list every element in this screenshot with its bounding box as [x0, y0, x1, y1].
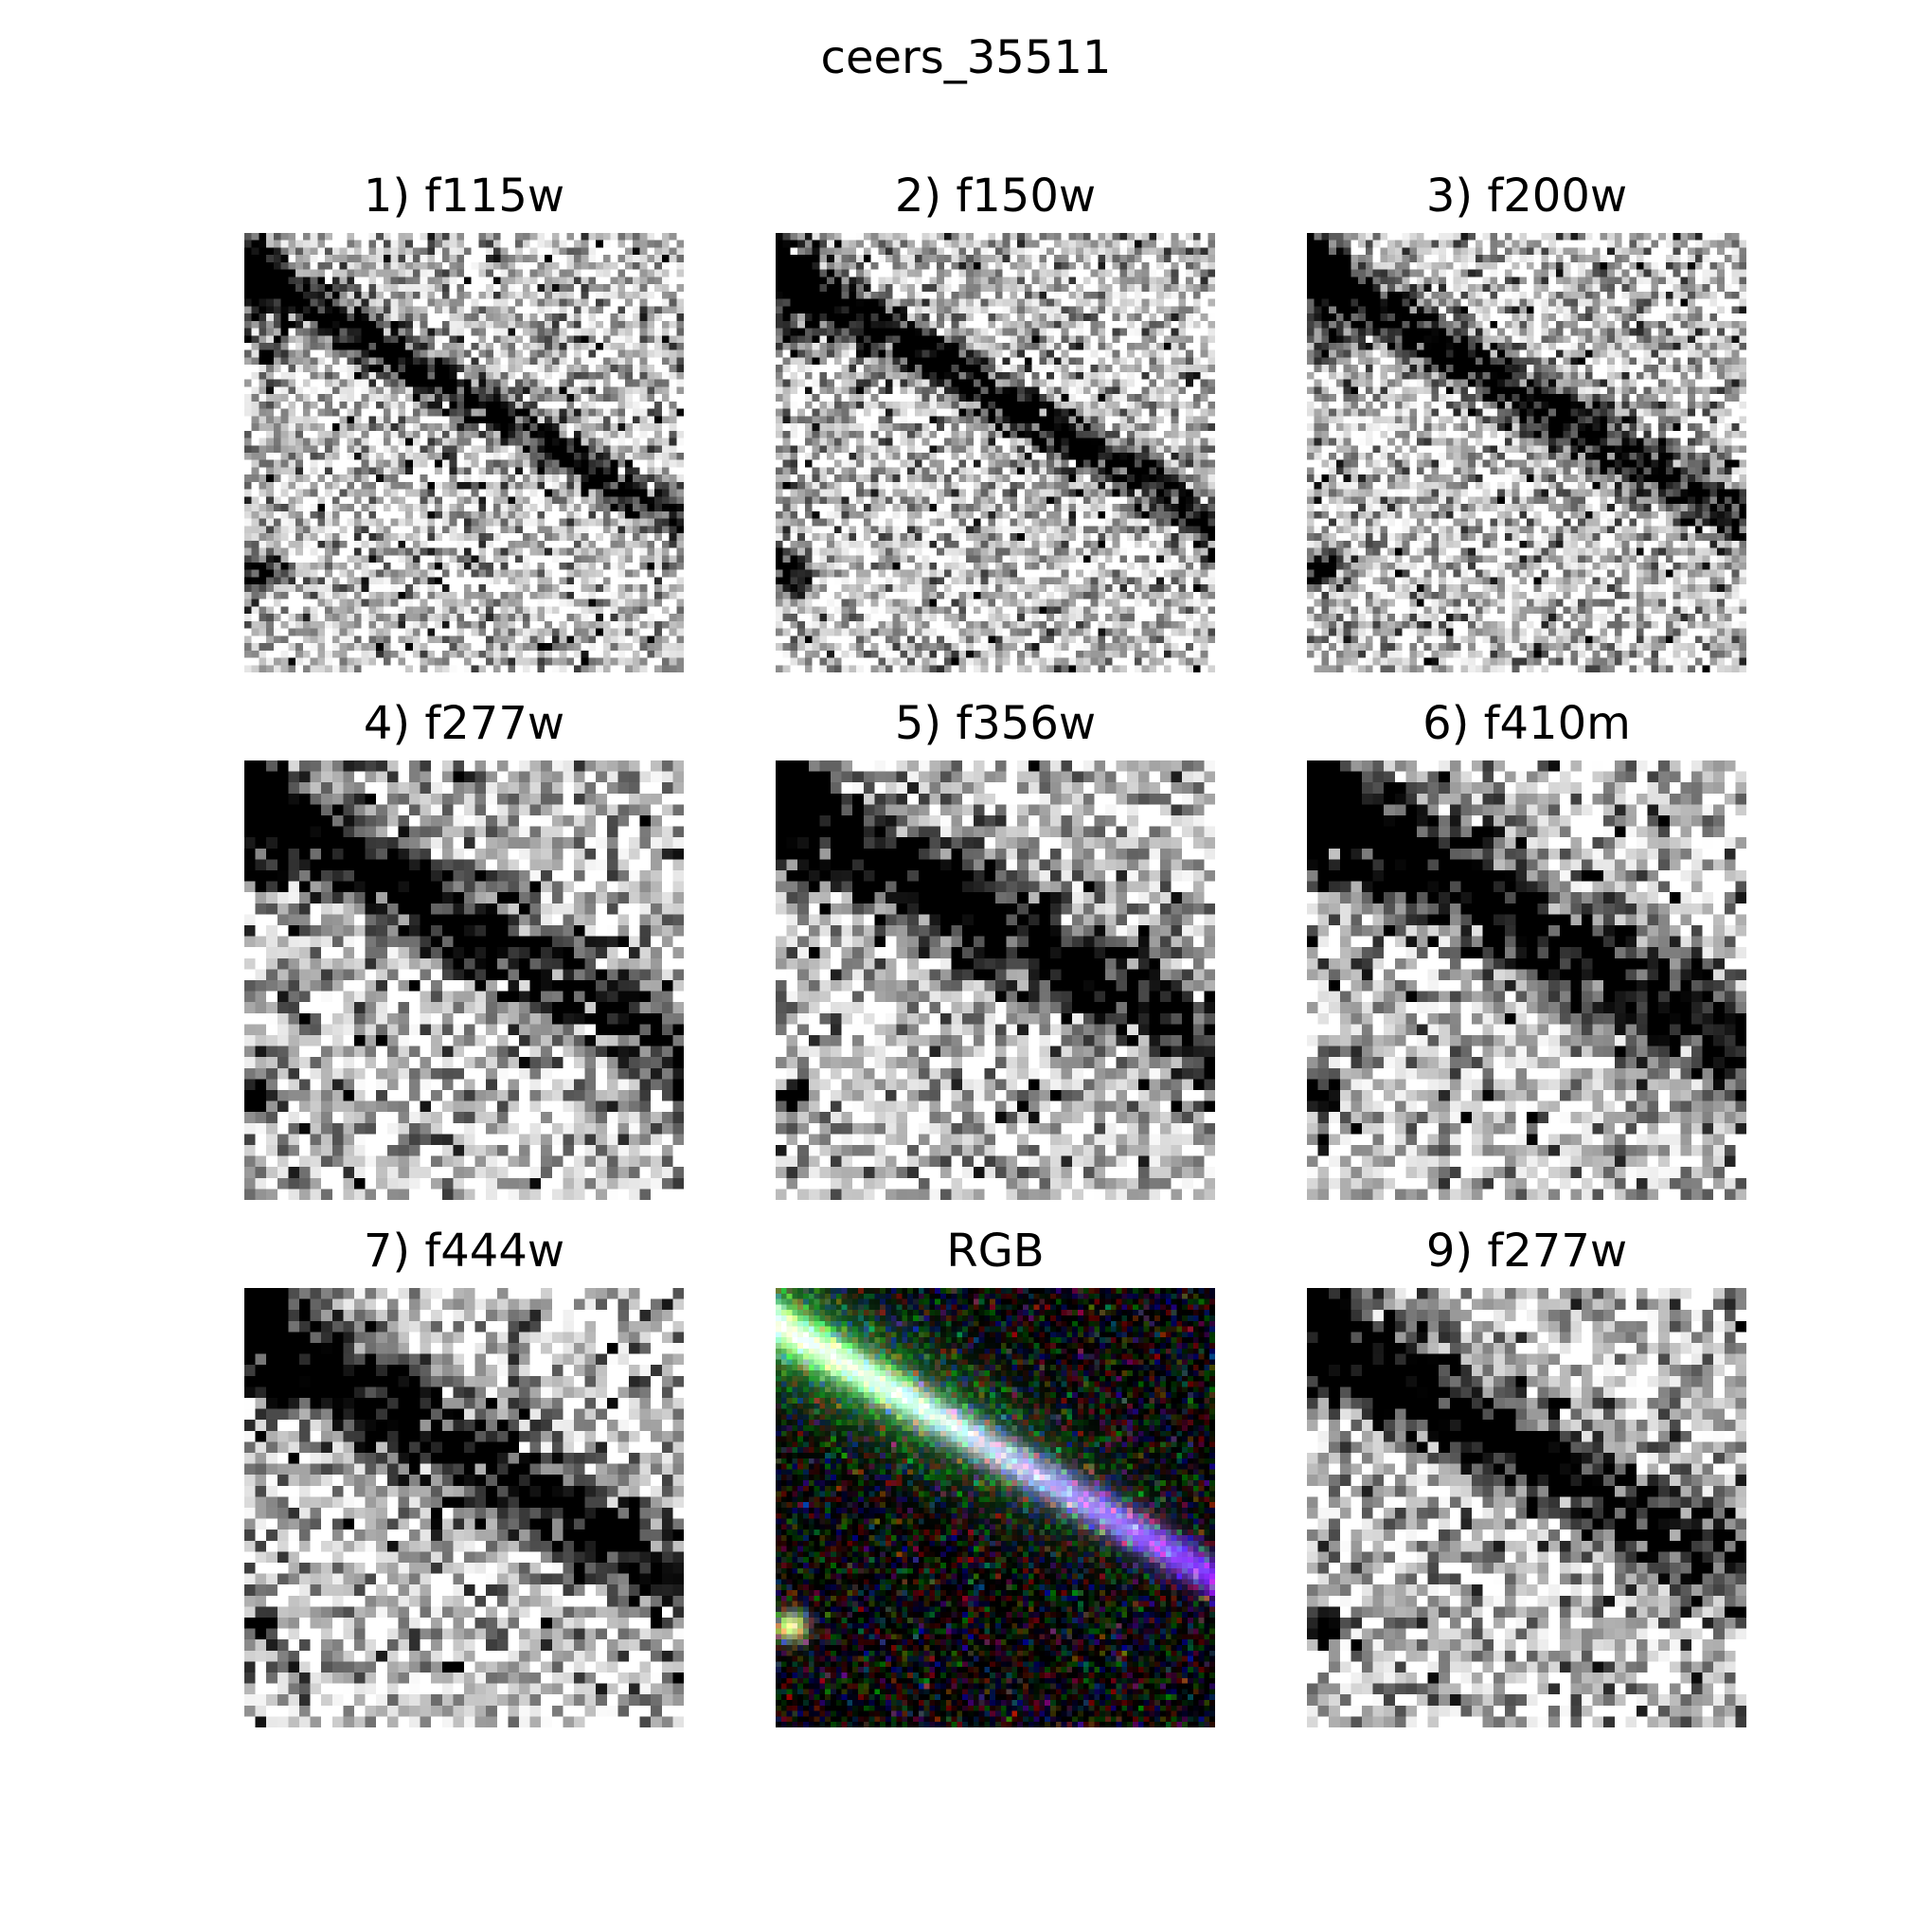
panel-title: 3) f200w: [1425, 170, 1628, 223]
panel-title: RGB: [946, 1225, 1045, 1278]
f410m-cutout-image: [1307, 760, 1746, 1200]
panel-title: 7) f444w: [363, 1225, 565, 1278]
panel-title: 1) f115w: [363, 170, 565, 223]
f115w-cutout-image: [244, 233, 684, 672]
panel-title: 6) f410m: [1422, 697, 1631, 750]
panel-title: 5) f356w: [894, 697, 1097, 750]
rgb-composite-image: [776, 1288, 1215, 1727]
f200w-cutout-image: [1307, 233, 1746, 672]
f277w-cutout-image: [1307, 1288, 1746, 1727]
f444w-cutout-image: [244, 1288, 684, 1727]
panel-title: 2) f150w: [894, 170, 1097, 223]
panel-title: 4) f277w: [363, 697, 565, 750]
f356w-cutout-image: [776, 760, 1215, 1200]
figure-title: ceers_35511: [820, 31, 1112, 84]
panel-title: 9) f277w: [1425, 1225, 1628, 1278]
f277w-cutout-image: [244, 760, 684, 1200]
f150w-cutout-image: [776, 233, 1215, 672]
